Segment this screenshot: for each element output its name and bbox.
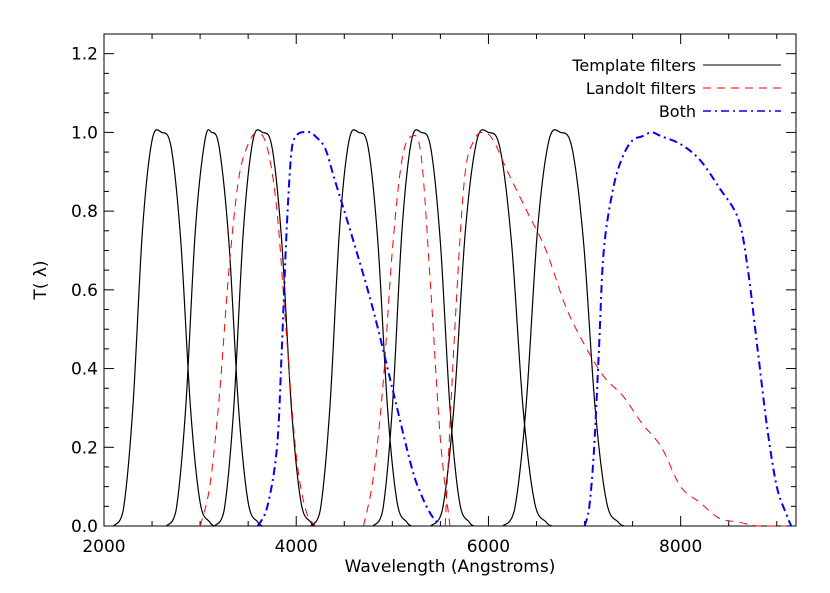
series-line-landolt-filters-9 bbox=[444, 131, 787, 527]
series-line-template-filters-3 bbox=[310, 129, 412, 527]
y-tick-label: 0.2 bbox=[71, 438, 98, 458]
series-line-template-filters-0 bbox=[113, 129, 215, 527]
series-line-template-filters-6 bbox=[502, 129, 625, 527]
y-tick-label: 1.2 bbox=[71, 45, 98, 65]
y-axis-title: T( λ) bbox=[31, 260, 51, 300]
tick-labels: 2000 4000 6000 8000 0.0 0.2 0.4 0.6 0.8 1.0 1.2 bbox=[71, 45, 702, 557]
x-axis-title: Wavelength (Angstroms) bbox=[345, 557, 556, 577]
legend-label: Landolt filters bbox=[586, 79, 696, 98]
series-line-template-filters-1 bbox=[165, 129, 263, 527]
series-line-template-filters-4 bbox=[372, 129, 475, 527]
series-line-landolt-filters-8 bbox=[363, 135, 451, 527]
y-tick-label: 0.0 bbox=[71, 517, 98, 537]
y-tick-label: 0.8 bbox=[71, 202, 98, 222]
legend-label: Both bbox=[659, 102, 696, 121]
series-line-both-11 bbox=[583, 131, 793, 527]
x-tick-label: 8000 bbox=[659, 537, 702, 557]
y-tick-label: 0.4 bbox=[71, 360, 98, 380]
legend: Template filters Landolt filters Both bbox=[571, 56, 781, 121]
y-tick-label: 0.6 bbox=[71, 281, 98, 301]
series-line-both-10 bbox=[256, 131, 442, 527]
x-tick-label: 6000 bbox=[467, 537, 510, 557]
y-tick-label: 1.0 bbox=[71, 123, 98, 143]
x-tick-label: 4000 bbox=[275, 537, 318, 557]
legend-label: Template filters bbox=[571, 56, 696, 75]
series-group bbox=[113, 129, 793, 527]
x-tick-label: 2000 bbox=[82, 537, 125, 557]
series-line-landolt-filters-7 bbox=[199, 131, 316, 527]
axis-ticks bbox=[103, 33, 796, 527]
series-line-template-filters-2 bbox=[214, 129, 316, 527]
series-line-template-filters-5 bbox=[430, 129, 553, 527]
